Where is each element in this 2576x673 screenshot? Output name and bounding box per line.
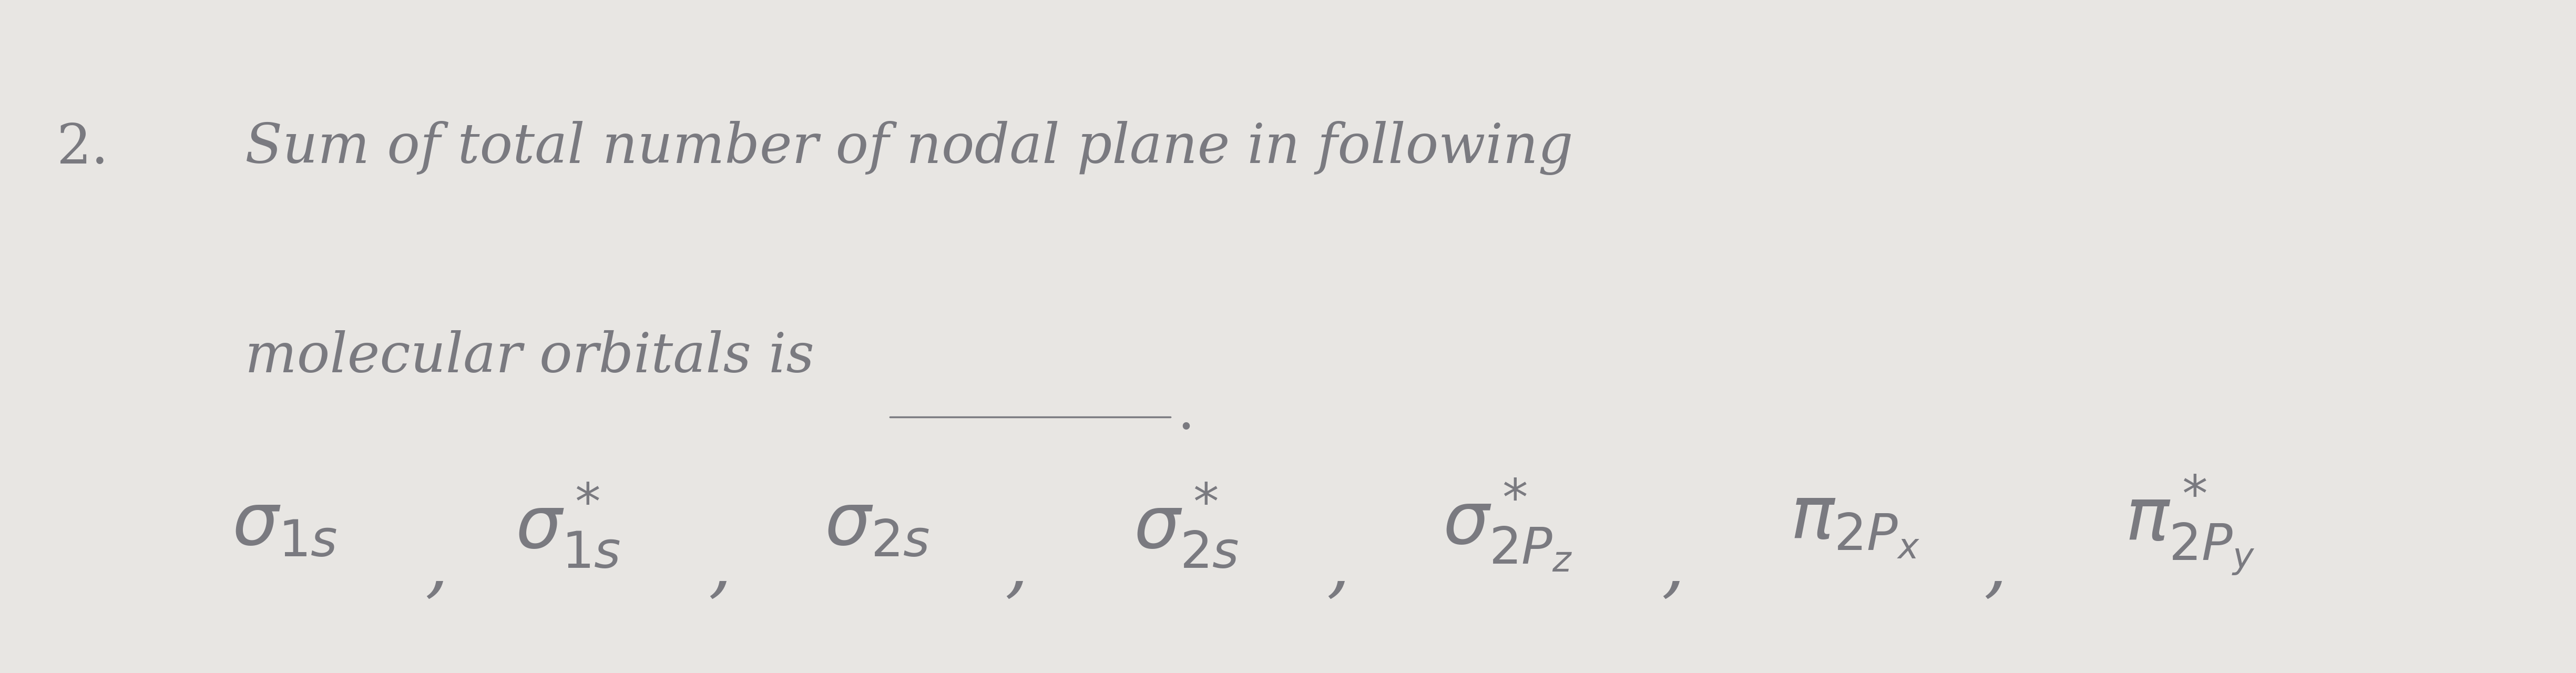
Text: ,: , [1005,534,1028,604]
Text: $\pi_{2P_x}$: $\pi_{2P_x}$ [1790,490,1919,560]
Text: $\sigma_{1s}$: $\sigma_{1s}$ [232,490,337,560]
Text: 2.: 2. [57,121,108,175]
Text: $\sigma_{2s}$: $\sigma_{2s}$ [824,490,930,560]
Text: $\sigma^*_{2s}$: $\sigma^*_{2s}$ [1133,481,1239,569]
Text: $\sigma^*_{2P_z}$: $\sigma^*_{2P_z}$ [1443,476,1571,573]
Text: molecular orbitals is: molecular orbitals is [245,330,814,384]
Text: Sum of total number of nodal plane in following: Sum of total number of nodal plane in fo… [245,121,1574,175]
Text: ,: , [1662,534,1685,604]
Text: ,: , [1327,534,1350,604]
Text: ,: , [1984,534,2007,604]
Text: .: . [1177,387,1195,441]
Text: $\pi^*_{2P_y}$: $\pi^*_{2P_y}$ [2125,473,2254,577]
Text: $\sigma^*_{1s}$: $\sigma^*_{1s}$ [515,481,621,569]
Text: ,: , [708,534,732,604]
Text: ,: , [425,534,448,604]
